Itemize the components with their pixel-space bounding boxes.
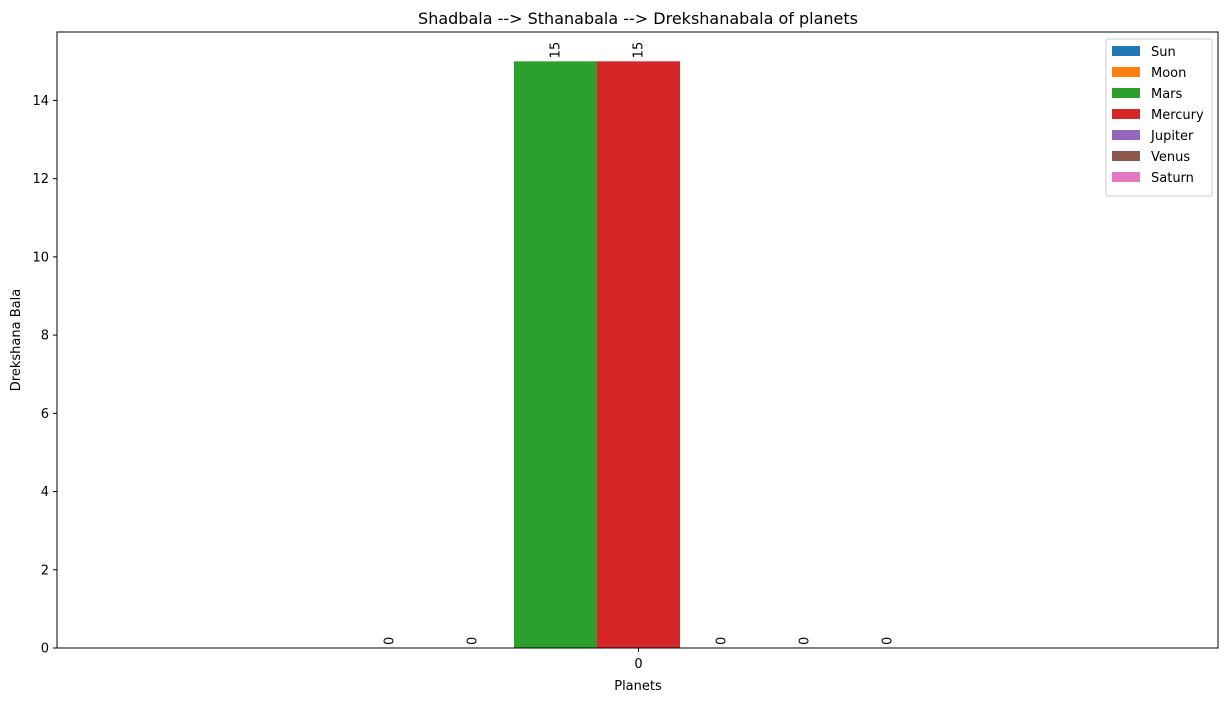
chart-title: Shadbala --> Sthanabala --> Drekshanabal… [418,9,858,28]
plot-area: 0 0 15 15 0 0 0 0 2 4 6 8 10 12 14 0 [32,31,1219,672]
y-tick-label: 14 [32,94,49,109]
bar-value-label-mercury: 15 [632,42,647,59]
legend-swatch-mercury [1112,109,1140,119]
x-tick-label: 0 [634,657,642,672]
legend-swatch-sun [1112,46,1140,56]
bar-value-label-sun: 0 [383,637,398,645]
axes-frame [56,31,1219,649]
y-tick-label: 12 [32,172,49,187]
legend-swatch-saturn [1112,172,1140,182]
bar-value-label-venus: 0 [798,637,813,645]
bar-value-label-saturn: 0 [881,637,896,645]
y-tick-label: 4 [41,485,49,500]
legend-swatch-venus [1112,151,1140,161]
y-tick-label: 2 [41,563,49,578]
x-axis-label: Planets [614,679,662,694]
legend-label-moon: Moon [1151,66,1186,81]
legend-label-venus: Venus [1151,150,1190,165]
bar-mercury [597,61,680,649]
legend-label-jupiter: Jupiter [1150,129,1194,144]
y-tick-label: 8 [41,329,49,344]
y-tick-label: 6 [41,407,49,422]
legend-label-mercury: Mercury [1151,108,1204,123]
legend-label-mars: Mars [1151,87,1183,102]
legend-label-sun: Sun [1151,45,1176,60]
bar-value-label-jupiter: 0 [715,637,730,645]
legend-label-saturn: Saturn [1151,171,1194,186]
legend-swatch-mars [1112,88,1140,98]
y-tick-label: 0 [41,642,49,657]
bar-value-label-moon: 0 [466,637,481,645]
legend-swatch-moon [1112,67,1140,77]
bar-value-label-mars: 15 [549,42,564,59]
y-axis-label: Drekshana Bala [9,289,24,391]
legend-swatch-jupiter [1112,130,1140,140]
bar-mars [514,61,597,649]
legend: Sun Moon Mars Mercury Jupiter Venus Saturn [1105,38,1213,197]
y-tick-label: 10 [32,250,49,265]
